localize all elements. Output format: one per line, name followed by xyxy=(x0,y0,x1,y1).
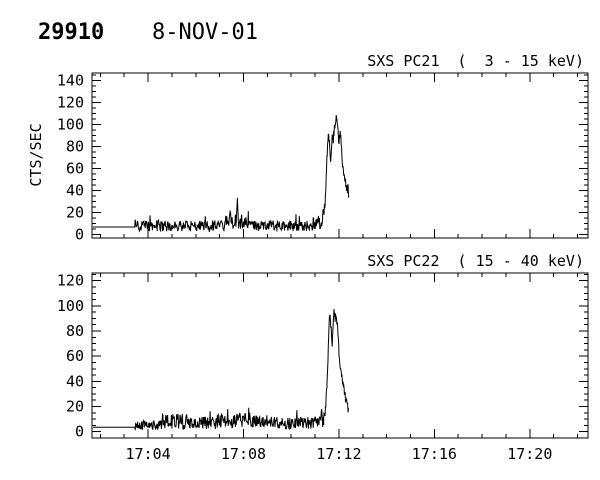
light-curve-pc22 xyxy=(93,308,349,431)
x-tick-label: 17:04 xyxy=(125,445,170,463)
y-tick-label: 40 xyxy=(66,372,84,390)
x-tick-label: 17:20 xyxy=(507,445,552,463)
panel-title-pc21: SXS PC21 ( 3 - 15 keV) xyxy=(367,52,584,70)
y-tick-label: 80 xyxy=(66,137,84,155)
y-tick-label: 40 xyxy=(66,182,84,200)
header-event-number: 29910 xyxy=(38,20,105,45)
header-date: 8-NOV-01 xyxy=(152,20,258,45)
panel-frame xyxy=(91,72,589,239)
x-tick-label: 17:12 xyxy=(316,445,361,463)
y-tick-label: 100 xyxy=(57,297,84,315)
panel-title-pc22: SXS PC22 ( 15 - 40 keV) xyxy=(367,252,584,270)
y-tick-label: 60 xyxy=(66,347,84,365)
y-tick-label: 20 xyxy=(66,398,84,416)
x-tick-label: 17:08 xyxy=(221,445,266,463)
y-tick-label: 120 xyxy=(57,93,84,111)
y-tick-label: 0 xyxy=(75,226,84,244)
y-tick-label: 140 xyxy=(57,71,84,89)
panel-pc21: 0 20 40 60 80 100 120 140 xyxy=(57,71,589,244)
y-tick-label: 100 xyxy=(57,115,84,133)
y-tick-label: 0 xyxy=(75,423,84,441)
y-tick-label: 20 xyxy=(66,204,84,222)
panel-frame xyxy=(91,272,589,439)
y-tick-label: 80 xyxy=(66,322,84,340)
panel-pc22: 0 20 40 60 80 100 120 17:04 17:08 17:12 17:16 17:20 xyxy=(57,272,589,463)
light-curve-pc21 xyxy=(93,115,350,233)
x-tick-label: 17:16 xyxy=(412,445,457,463)
y-tick-label: 60 xyxy=(66,160,84,178)
y-tick-label: 120 xyxy=(57,272,84,290)
